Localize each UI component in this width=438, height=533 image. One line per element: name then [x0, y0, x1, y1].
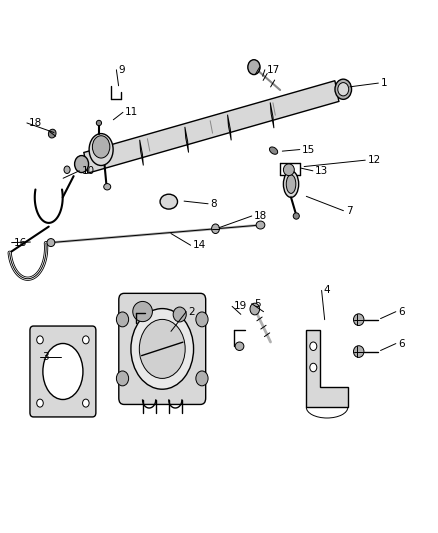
- Ellipse shape: [47, 239, 55, 247]
- Ellipse shape: [64, 166, 70, 173]
- Text: 7: 7: [346, 206, 352, 216]
- Polygon shape: [185, 127, 188, 152]
- Ellipse shape: [310, 364, 317, 372]
- Text: 1: 1: [381, 78, 387, 88]
- Ellipse shape: [286, 175, 296, 193]
- Ellipse shape: [283, 171, 299, 197]
- Ellipse shape: [256, 221, 265, 229]
- FancyBboxPatch shape: [30, 326, 96, 417]
- Text: 2: 2: [188, 306, 195, 317]
- Ellipse shape: [283, 164, 294, 175]
- Text: 12: 12: [367, 155, 381, 165]
- Ellipse shape: [82, 399, 89, 407]
- Ellipse shape: [353, 314, 364, 326]
- Text: 15: 15: [302, 144, 315, 155]
- Ellipse shape: [131, 309, 194, 389]
- Ellipse shape: [82, 336, 89, 344]
- Ellipse shape: [173, 307, 186, 322]
- Ellipse shape: [37, 399, 43, 407]
- Polygon shape: [140, 140, 143, 165]
- Text: 6: 6: [398, 306, 405, 317]
- Ellipse shape: [248, 60, 260, 75]
- Ellipse shape: [338, 83, 349, 96]
- Ellipse shape: [293, 213, 299, 219]
- Ellipse shape: [310, 342, 317, 351]
- Text: 3: 3: [42, 352, 49, 362]
- Text: 5: 5: [254, 298, 261, 309]
- Text: 14: 14: [193, 240, 206, 250]
- Polygon shape: [227, 115, 231, 140]
- Text: 9: 9: [119, 65, 125, 75]
- Text: 11: 11: [125, 107, 138, 117]
- Ellipse shape: [104, 183, 111, 190]
- Ellipse shape: [335, 79, 352, 99]
- Ellipse shape: [212, 224, 219, 233]
- Ellipse shape: [74, 156, 88, 173]
- Ellipse shape: [196, 312, 208, 327]
- Polygon shape: [270, 102, 274, 128]
- Text: 19: 19: [234, 301, 247, 311]
- Text: 10: 10: [81, 166, 95, 176]
- Ellipse shape: [269, 147, 278, 154]
- Text: 18: 18: [254, 211, 267, 221]
- Text: 4: 4: [324, 286, 330, 295]
- Text: 13: 13: [315, 166, 328, 176]
- Ellipse shape: [196, 371, 208, 386]
- Ellipse shape: [133, 302, 152, 321]
- Polygon shape: [84, 80, 339, 173]
- Ellipse shape: [117, 312, 129, 327]
- Ellipse shape: [160, 194, 177, 209]
- Ellipse shape: [250, 303, 260, 315]
- Text: 16: 16: [14, 238, 27, 247]
- Ellipse shape: [139, 319, 185, 378]
- Text: 17: 17: [267, 65, 280, 75]
- Text: 18: 18: [29, 118, 42, 128]
- FancyBboxPatch shape: [119, 293, 206, 405]
- Ellipse shape: [117, 371, 129, 386]
- Ellipse shape: [96, 120, 102, 126]
- Ellipse shape: [48, 129, 56, 138]
- Ellipse shape: [37, 336, 43, 344]
- Text: 8: 8: [210, 199, 217, 209]
- Text: 6: 6: [398, 338, 405, 349]
- Polygon shape: [306, 330, 348, 407]
- Ellipse shape: [89, 134, 113, 165]
- Ellipse shape: [353, 346, 364, 358]
- Ellipse shape: [43, 343, 83, 400]
- Ellipse shape: [92, 136, 110, 158]
- Ellipse shape: [235, 342, 244, 351]
